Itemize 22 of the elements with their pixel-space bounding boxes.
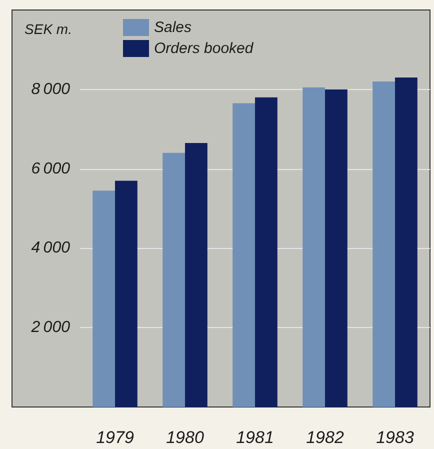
bar (185, 142, 208, 407)
x-tick-label: 1982 (306, 428, 344, 447)
y-tick-label: 6 000 (31, 160, 70, 178)
x-tick-label: 1979 (96, 428, 134, 447)
bar (325, 89, 348, 407)
y-tick-label: 8 000 (31, 80, 70, 98)
x-tick-label: 1980 (166, 428, 204, 447)
x-tick-label: 1981 (236, 428, 274, 447)
legend-label: Orders booked (154, 40, 254, 57)
bar (395, 77, 418, 407)
bar (372, 81, 395, 407)
bar (302, 87, 325, 407)
bar (92, 190, 115, 407)
y-tick-label: 4 000 (31, 240, 70, 257)
y-axis-title: SEK m. (24, 21, 72, 37)
bar (162, 152, 185, 407)
x-tick-label: 1983 (376, 428, 414, 447)
bar (115, 180, 138, 407)
bar (232, 103, 255, 407)
bar (255, 97, 278, 407)
legend-label: Sales (154, 19, 192, 36)
y-tick-label: 2 000 (30, 319, 70, 336)
